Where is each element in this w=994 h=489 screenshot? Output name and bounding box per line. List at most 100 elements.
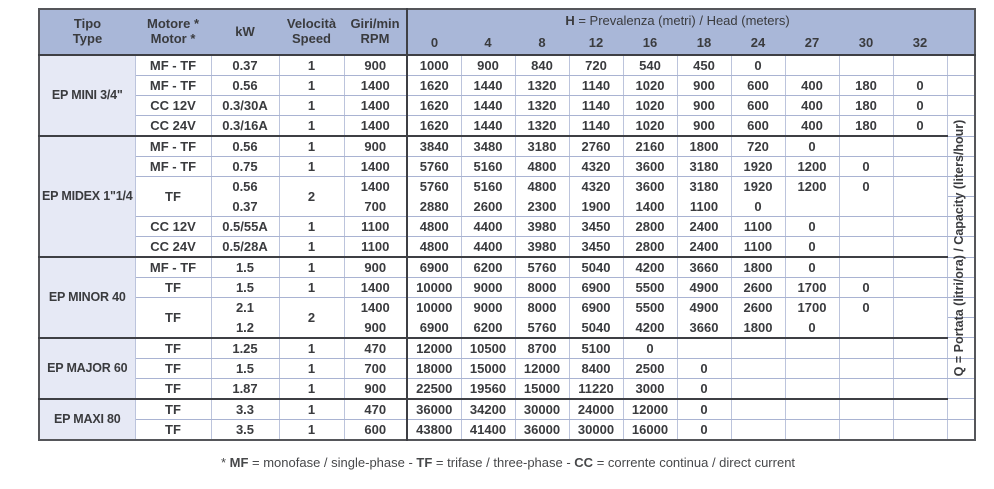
- capacity-cell: [839, 317, 894, 338]
- column-header-kw: kW: [211, 9, 279, 56]
- capacity-cell: [785, 196, 840, 217]
- capacity-cell: 8000: [515, 297, 570, 318]
- capacity-cell: 400: [785, 75, 840, 96]
- pump-capacity-table: Tipo Type Motore * Motor * kW Velocità S…: [38, 8, 976, 441]
- table-row: TF 3.5 1 600 43800 41400 36000 30000 16000 0: [39, 419, 975, 440]
- capacity-cell: [785, 378, 840, 399]
- capacity-cell: 8000: [515, 277, 570, 298]
- capacity-cell: [839, 135, 894, 157]
- capacity-cell: 450: [677, 55, 732, 76]
- footnote-text-tf: = trifase / three-phase -: [432, 455, 575, 470]
- capacity-cell: [893, 156, 948, 177]
- table-row: EP MAJOR 60 TF 1.25 1 470 12000 10500 8700 5100 0: [39, 336, 975, 399]
- rpm-cell: 600: [344, 419, 408, 440]
- capacity-cell: 2800: [623, 236, 678, 258]
- column-header-speed-line2: Speed: [291, 31, 331, 46]
- capacity-cell: [839, 358, 894, 379]
- capacity-cell: [785, 397, 840, 420]
- capacity-cell: 1020: [623, 75, 678, 96]
- speed-cell: 1: [279, 256, 345, 278]
- motor-cell: TF: [135, 358, 212, 379]
- capacity-cell: 1620: [407, 115, 462, 137]
- capacity-cell: 840: [515, 55, 570, 76]
- capacity-cell: [731, 358, 786, 379]
- footnote-star: *: [220, 455, 230, 470]
- column-header-head-group: H = Prevalenza (metri) / Head (meters): [407, 9, 947, 30]
- capacity-cell: 0: [677, 419, 732, 440]
- capacity-cell: 900: [677, 115, 732, 137]
- pump-table-wrap: Tipo Type Motore * Motor * kW Velocità S…: [38, 8, 978, 441]
- capacity-cell: 8400: [569, 358, 624, 379]
- q-spacer-cell: [947, 236, 975, 258]
- capacity-cell: 12000: [515, 358, 570, 379]
- speed-cell: 1: [279, 75, 345, 96]
- header-row-top: Tipo Type Motore * Motor * kW Velocità S…: [39, 9, 975, 56]
- capacity-cell: [893, 378, 948, 399]
- table-row: MF - TF 0.75 1 1400 5760 5160 4800 4320 3600 3180…: [39, 156, 975, 177]
- capacity-cell: 1020: [623, 115, 678, 137]
- capacity-cell: 1440: [461, 95, 516, 116]
- speed-cell: 1: [279, 156, 345, 177]
- capacity-cell: 4800: [515, 156, 570, 177]
- speed-cell: 1: [279, 216, 345, 237]
- rpm-cell: 1400: [344, 277, 408, 298]
- capacity-cell: 1620: [407, 75, 462, 96]
- capacity-cell: [893, 55, 948, 76]
- column-header-tipo-line1: Tipo: [73, 16, 102, 32]
- kw-cell: 1.2: [211, 317, 280, 338]
- capacity-cell: 4200: [623, 317, 678, 338]
- kw-cell: 3.5: [211, 419, 280, 440]
- capacity-cell: 15000: [515, 378, 570, 399]
- capacity-cell: 30000: [515, 397, 570, 420]
- capacity-cell: 2400: [677, 236, 732, 258]
- capacity-cell: [785, 336, 840, 359]
- capacity-cell: 2760: [569, 135, 624, 157]
- q-spacer-cell: [947, 358, 975, 379]
- capacity-cell: 0: [785, 216, 840, 237]
- head-column-header: 8: [515, 30, 569, 56]
- capacity-cell: 0: [677, 358, 732, 379]
- capacity-cell: 15000: [461, 358, 516, 379]
- capacity-cell: [839, 236, 894, 258]
- capacity-cell: 9000: [461, 277, 516, 298]
- kw-cell: 0.56: [211, 135, 280, 157]
- kw-cell: 0.37: [211, 55, 280, 76]
- motor-cell: TF: [135, 336, 212, 359]
- head-column-header: 16: [623, 30, 677, 56]
- capacity-cell: 0: [623, 336, 678, 359]
- capacity-cell: [893, 236, 948, 258]
- q-spacer-cell: [947, 75, 975, 96]
- speed-cell: 1: [279, 55, 345, 76]
- q-spacer-cell: [947, 378, 975, 399]
- kw-cell: 2.1: [211, 297, 280, 318]
- table-row: TF 1.87 1 900 22500 19560 15000 11220 3000 0: [39, 378, 975, 399]
- capacity-cell: 0: [893, 115, 948, 137]
- capacity-cell: [839, 378, 894, 399]
- capacity-cell: 6200: [461, 317, 516, 338]
- column-header-q-spacer: [947, 9, 975, 56]
- rpm-cell: 900: [344, 378, 408, 399]
- capacity-cell: [839, 196, 894, 217]
- capacity-cell: 180: [839, 95, 894, 116]
- motor-cell: MF - TF: [135, 135, 212, 157]
- capacity-cell: 18000: [407, 358, 462, 379]
- capacity-cell: 5100: [569, 336, 624, 359]
- capacity-cell: 3180: [677, 176, 732, 197]
- column-header-motor: Motore * Motor *: [135, 9, 211, 56]
- capacity-cell: 1320: [515, 115, 570, 137]
- column-header-motor-line2: Motor *: [150, 31, 196, 46]
- capacity-cell: 0: [839, 176, 894, 197]
- motor-cell: MF - TF: [135, 75, 212, 96]
- capacity-cell: [785, 55, 840, 76]
- capacity-cell: 1140: [569, 95, 624, 116]
- group-name-cell: EP MINI 3/4": [39, 55, 136, 137]
- capacity-cell: 2500: [623, 358, 678, 379]
- rpm-cell: 700: [344, 358, 408, 379]
- capacity-cell: 1800: [731, 256, 786, 278]
- rpm-cell: 1400: [344, 95, 408, 116]
- capacity-cell: 3980: [515, 216, 570, 237]
- motor-cell: TF: [135, 378, 212, 399]
- capacity-cell: 5160: [461, 176, 516, 197]
- footnote-term-cc: CC: [574, 455, 594, 470]
- table-row: EP MIDEX 1"1/4 MF - TF 0.56 1 900 3840 3480 318…: [39, 135, 975, 258]
